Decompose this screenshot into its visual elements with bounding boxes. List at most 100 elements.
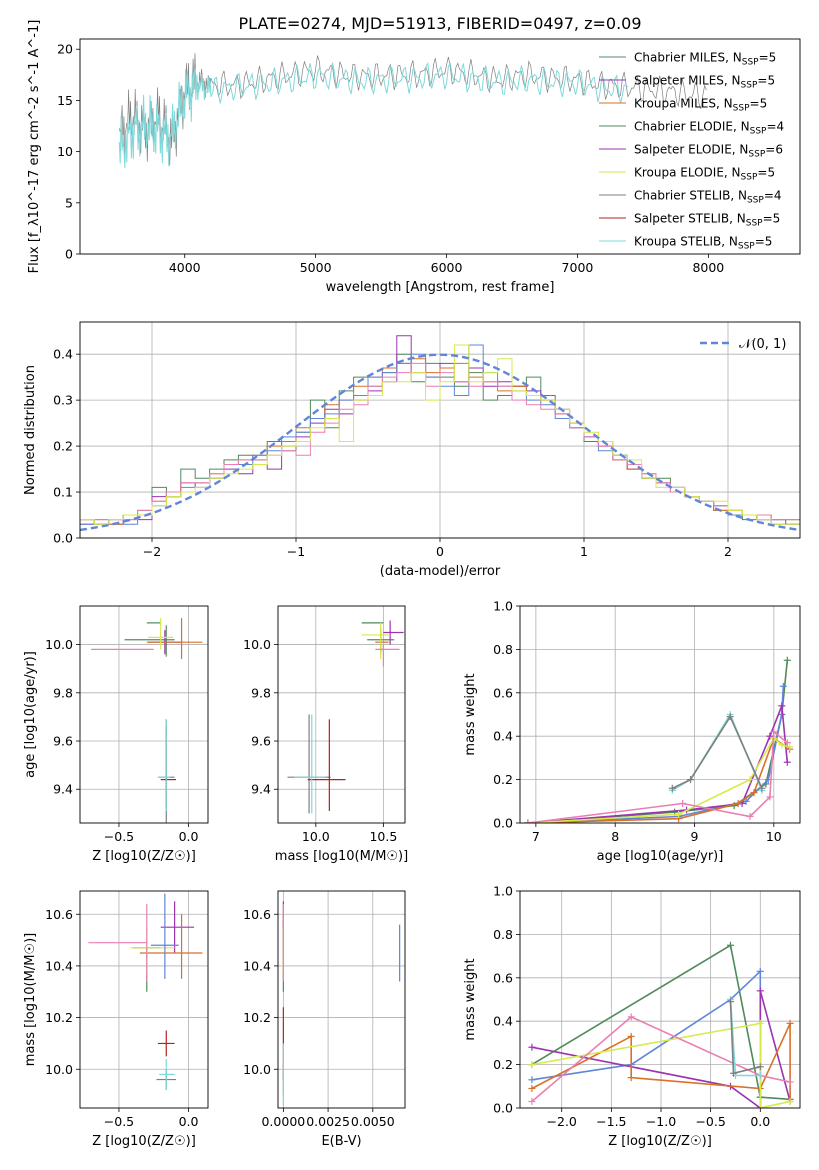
x-tick-label: −1.5: [596, 1114, 626, 1129]
x-tick-label: 7: [532, 829, 540, 844]
weight-marker: [756, 1063, 764, 1071]
x-tick-label: −2: [143, 544, 161, 559]
plot-area: [524, 656, 794, 823]
weight-marker: [756, 1071, 764, 1079]
y-tick-label: 10.6: [45, 907, 73, 922]
panel-spectrum: 4000 5000 6000 7000 8000 0 5 10 15 20 wavelength […: [27, 20, 801, 295]
errorbar-point: [287, 714, 331, 814]
weight-marker: [668, 784, 676, 792]
weight-marker: [627, 1013, 635, 1021]
plot-area: [80, 335, 800, 538]
x-tick-label: 10.0: [302, 829, 330, 844]
y-tick-label: 10.2: [45, 1010, 73, 1025]
panel-age_vs_metallicity: −0.5 0.0 9.4 9.6 9.8 10.0 Z [log10(Z/Z☉)] age […: [23, 605, 209, 864]
x-axis-label: Z [log10(Z/Z☉)]: [92, 1134, 196, 1149]
y-tick-label: 0.0: [53, 531, 73, 546]
legend-label: Kroupa ELODIE, NSSP=5: [634, 166, 775, 183]
weight-marker: [734, 799, 742, 807]
y-tick-label: 0.4: [493, 729, 513, 744]
y-tick-label: 0.6: [493, 685, 513, 700]
weight-line-3: [531, 1023, 791, 1100]
y-tick-label: 1.0: [493, 884, 513, 899]
y-tick-label: 10: [57, 144, 73, 159]
legend-label: 𝒩(0, 1): [739, 337, 786, 352]
x-tick-label: 9: [691, 829, 699, 844]
weight-marker: [528, 1043, 536, 1051]
spectrum-line-models: [118, 61, 629, 169]
x-tick-label: 0.0050: [351, 1114, 395, 1129]
weight-marker: [783, 758, 791, 766]
x-tick-label: 7000: [562, 260, 594, 275]
y-tick-label: 0.2: [493, 1057, 513, 1072]
axes-frame: [79, 321, 801, 539]
weight-marker: [783, 739, 791, 747]
weight-marker: [726, 713, 734, 721]
weight-marker: [786, 743, 794, 751]
y-tick-label: 5: [65, 195, 73, 210]
weight-line-1: [527, 686, 785, 823]
y-tick-label: 9.6: [53, 734, 73, 749]
panel-mass_vs_ebv: 0.0000 0.0025 0.0050 10.0 10.2 10.4 10.6 E(B-V): [243, 890, 406, 1149]
legend-label: Kroupa STELIB, NSSP=5: [634, 235, 772, 252]
errorbar-point: [383, 620, 404, 645]
weight-marker: [756, 1019, 764, 1027]
x-tick-label: −2.0: [547, 1114, 577, 1129]
weight-marker: [756, 967, 764, 975]
y-tick-label: 0: [65, 247, 73, 262]
y-tick-label: 9.4: [251, 782, 271, 797]
weight-marker: [766, 793, 774, 801]
weight-line-1: [531, 969, 762, 1108]
x-tick-label: 2: [724, 544, 732, 559]
legend-label: Salpeter MILES, NSSP=5: [634, 74, 775, 91]
weight-marker: [756, 1104, 764, 1108]
errorbar-point: [160, 901, 195, 953]
weight-marker: [770, 728, 778, 736]
x-tick-label: 4000: [169, 260, 201, 275]
y-tick-label: 9.6: [251, 734, 271, 749]
plot-area: [282, 901, 401, 1106]
weight-marker: [786, 1097, 794, 1105]
errorbar-point: [148, 618, 174, 650]
y-tick-label: 20: [57, 42, 73, 57]
plot-area: [88, 893, 203, 1090]
y-tick-label: 0.4: [53, 347, 73, 362]
x-tick-label: 0.0: [179, 829, 199, 844]
legend-label: Salpeter ELODIE, NSSP=6: [634, 143, 783, 160]
x-tick-label: 0.0: [750, 1114, 770, 1129]
axes-frame: [79, 890, 209, 1109]
y-tick-label: 0.6: [493, 970, 513, 985]
errorbar-point: [139, 914, 203, 979]
plot-area: [118, 53, 707, 169]
y-tick-label: 0.0: [493, 1101, 513, 1116]
x-tick-label: 1: [580, 544, 588, 559]
legend-label: Salpeter STELIB, NSSP=5: [634, 212, 780, 229]
y-tick-label: 9.8: [251, 685, 271, 700]
y-axis-label: mass [log10(M/M☉)]: [23, 933, 38, 1066]
weight-marker: [758, 784, 766, 792]
errorbar-point: [159, 1058, 175, 1090]
weight-marker: [746, 812, 754, 820]
x-tick-label: 0: [436, 544, 444, 559]
errorbar-point: [294, 714, 326, 814]
weight-line-5: [531, 1015, 791, 1103]
x-axis-label: Z [log10(Z/Z☉)]: [92, 849, 196, 864]
y-tick-label: 9.4: [53, 782, 73, 797]
plot-area: [287, 620, 404, 814]
y-axis-label: age [log10(age/yr)]: [23, 651, 38, 778]
weight-marker: [726, 941, 734, 949]
x-tick-label: 0.0: [179, 1114, 199, 1129]
legend-label: Kroupa MILES, NSSP=5: [634, 97, 767, 114]
errorbar-point: [124, 625, 175, 657]
y-tick-label: 0.8: [493, 927, 513, 942]
panel-mass_vs_metallicity: −0.5 0.0 10.0 10.2 10.4 10.6 Z [log10(Z/Z☉)] ma…: [23, 890, 209, 1149]
weight-marker: [779, 682, 787, 690]
x-tick-label: −1.0: [646, 1114, 676, 1129]
errorbar-point: [88, 903, 148, 982]
y-tick-label: 0.8: [493, 642, 513, 657]
legend-label: Chabrier ELODIE, NSSP=4: [634, 120, 784, 137]
histogram-h6: [80, 344, 800, 538]
axes-frame: [79, 38, 801, 255]
weight-marker: [687, 776, 695, 784]
weight-marker: [778, 702, 786, 710]
